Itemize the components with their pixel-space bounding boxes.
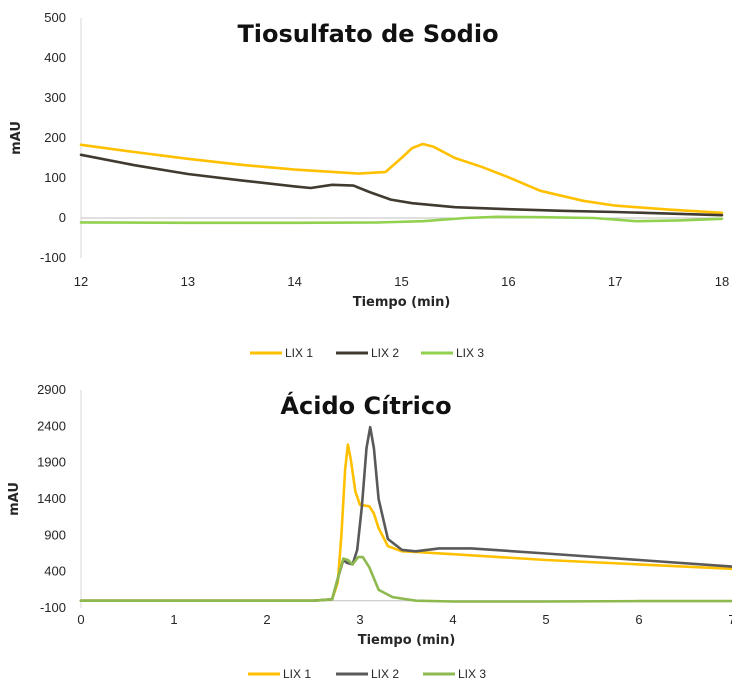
- series-line-lix-1: [79, 443, 732, 603]
- x-tick-label: 4: [449, 612, 456, 627]
- y-tick-label: 0: [59, 210, 66, 225]
- legend-label: LIX 2: [371, 346, 399, 360]
- legend: LIX 1 LIX 2 LIX 3: [248, 667, 486, 681]
- legend-label: LIX 2: [371, 667, 399, 681]
- y-tick-label: -100: [40, 600, 66, 615]
- chart-2: -100 400 900 1400 1900 2400 2900 0 1 2 3 4 5 6 7 Tiempo…: [7, 382, 732, 681]
- legend: LIX 1 LIX 2 LIX 3: [250, 346, 484, 360]
- chart-title: Ácido Cítrico: [280, 391, 451, 420]
- x-tick-label: 0: [77, 612, 84, 627]
- x-tick-label: 1: [170, 612, 177, 627]
- x-tick-label: 6: [635, 612, 642, 627]
- y-tick-label: 2400: [37, 418, 66, 433]
- chart-title: Tiosulfato de Sodio: [237, 20, 498, 48]
- y-tick-label: 400: [44, 564, 66, 579]
- chart-1: -100 0 100 200 300 400 500 12 13 14 15 16 17 18 Tiempo…: [9, 10, 729, 360]
- series-line-lix-2: [79, 153, 724, 217]
- y-tick-label: 400: [44, 50, 66, 65]
- x-tick-label: 18: [715, 274, 729, 289]
- legend-label: LIX 1: [285, 346, 313, 360]
- y-tick-label: -100: [40, 250, 66, 265]
- x-tick-label: 14: [287, 274, 301, 289]
- x-tick-label: 15: [394, 274, 408, 289]
- y-tick-label: 100: [44, 170, 66, 185]
- legend-label: LIX 1: [283, 667, 311, 681]
- y-tick-label: 1400: [37, 491, 66, 506]
- y-tick-label: 300: [44, 90, 66, 105]
- x-tick-label: 7: [728, 612, 732, 627]
- y-axis-title: mAU: [9, 121, 24, 155]
- x-tick-label: 17: [608, 274, 622, 289]
- y-tick-label: 2900: [37, 382, 66, 397]
- series-line-lix-2: [79, 425, 732, 603]
- x-tick-label: 12: [74, 274, 88, 289]
- series-line-lix-3: [79, 555, 732, 603]
- x-tick-label: 5: [542, 612, 549, 627]
- y-tick-label: 200: [44, 130, 66, 145]
- y-tick-label: 900: [44, 527, 66, 542]
- legend-label: LIX 3: [456, 346, 484, 360]
- legend-label: LIX 3: [458, 667, 486, 681]
- y-axis-title: mAU: [7, 482, 22, 516]
- series-line-lix-1: [79, 142, 724, 215]
- y-tick-label: 500: [44, 10, 66, 25]
- x-axis-title: Tiempo (min): [353, 295, 451, 310]
- x-tick-label: 16: [501, 274, 515, 289]
- x-tick-label: 3: [356, 612, 363, 627]
- x-axis-title: Tiempo (min): [358, 633, 456, 648]
- y-tick-label: 1900: [37, 455, 66, 470]
- x-tick-label: 2: [263, 612, 270, 627]
- series-line-lix-3: [79, 215, 724, 225]
- x-tick-label: 13: [181, 274, 195, 289]
